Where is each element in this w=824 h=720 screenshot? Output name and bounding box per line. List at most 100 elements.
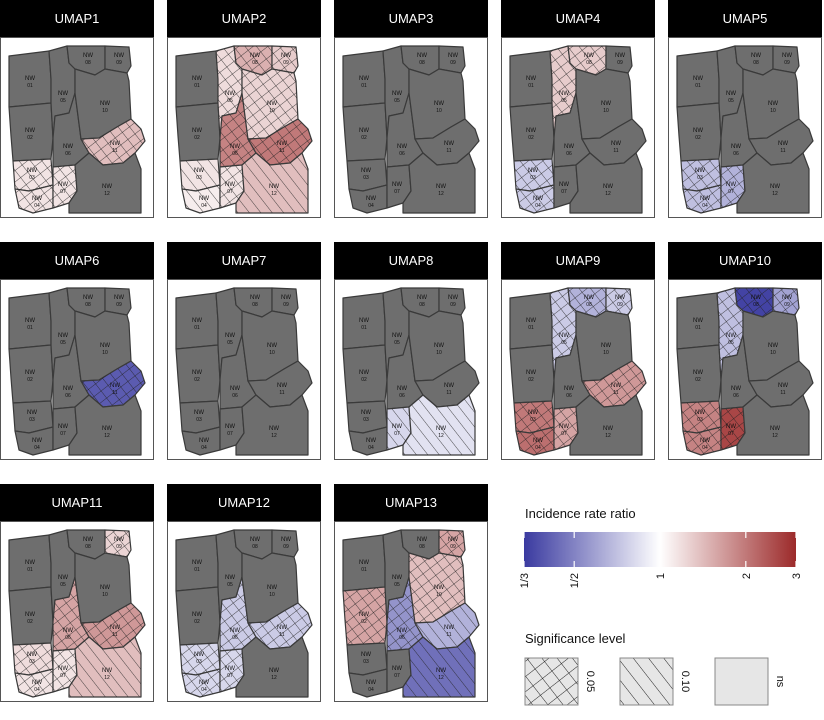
region-label: 10 [102, 350, 108, 356]
region-label: 04 [368, 203, 374, 209]
region-label: 10 [269, 108, 275, 114]
region-label: 09 [116, 302, 122, 308]
map-svg: NW01NW02NW03NW04NW05NW06NW07NW08NW09NW10… [175, 287, 313, 456]
region-label: 08 [586, 302, 592, 308]
region-label: NW [100, 101, 110, 107]
map-svg: NW01NW02NW03NW04NW05NW06NW07NW08NW09NW10… [676, 45, 814, 214]
significance-pattern [516, 427, 554, 455]
region-label: NW [83, 537, 93, 543]
region-label: NW [526, 370, 536, 376]
region-label: NW [417, 537, 427, 543]
region-label: NW [192, 560, 202, 566]
map-panel: UMAP8 NW 01 NW 02 NW 03 NW 04 NW 05 NW 06 NW 07 NW 08 NW 0… [334, 242, 488, 460]
significance-pattern [220, 93, 256, 167]
region-label: 05 [394, 98, 400, 104]
significance-pattern [550, 288, 576, 380]
significance-pattern [81, 603, 145, 649]
region-label: NW [359, 318, 369, 324]
region-label: NW [533, 438, 543, 444]
region-label: 12 [104, 191, 110, 197]
region-label: 03 [29, 417, 35, 423]
map-panel: UMAP11 NW 01 NW 02 NW 03 NW 04 NW 05 NW 06 NW 07 NW 08 NW… [0, 484, 154, 702]
region-label: 01 [528, 83, 534, 89]
region-label: NW [250, 537, 260, 543]
region-label: NW [199, 680, 209, 686]
significance-pattern [606, 288, 632, 315]
region-label: 09 [617, 60, 623, 66]
map-svg: NW01NW02NW03NW04NW05NW06NW07NW08NW09NW10… [175, 529, 313, 698]
region-label: NW [250, 295, 260, 301]
region-label: NW [444, 625, 454, 631]
region-label: 10 [269, 350, 275, 356]
region-label: NW [83, 295, 93, 301]
region-label: 01 [695, 325, 701, 331]
region-label: 12 [104, 675, 110, 681]
region-label: NW [726, 182, 736, 188]
region-label: 03 [363, 659, 369, 665]
significance-pattern [53, 165, 77, 208]
map-svg: NW01NW02NW03NW04NW05NW06NW07NW08NW09NW10… [8, 45, 146, 214]
region-label: 06 [566, 151, 572, 157]
region-label: 10 [603, 350, 609, 356]
region-label: NW [615, 53, 625, 59]
colorbar-title: Incidence rate ratio [525, 506, 636, 521]
region-label: 02 [194, 377, 200, 383]
region-label: 09 [617, 302, 623, 308]
region-label: 02 [27, 135, 33, 141]
map-svg: NW01NW02NW03NW04NW05NW06NW07NW08NW09NW10… [342, 287, 480, 456]
legend: Incidence rate ratio 1/3 1/2 1 2 3 Significa… [520, 500, 820, 715]
region-label: 05 [60, 98, 66, 104]
panel-map: NW 01 NW 02 NW 03 NW 04 NW 05 NW 06 NW 07 NW 08 NW 09 NW 10… [334, 521, 488, 702]
panel-title: UMAP9 [501, 242, 655, 279]
region-label: 05 [60, 582, 66, 588]
region-label: NW [359, 370, 369, 376]
region-nw-09 [772, 45, 800, 74]
region-label: 04 [702, 203, 708, 209]
region-nw-12 [736, 152, 810, 214]
significance-pattern [683, 185, 721, 213]
significance-pattern [180, 159, 220, 191]
region-label: NW [392, 666, 402, 672]
region-label: NW [731, 386, 741, 392]
region-label: 03 [697, 417, 703, 423]
region-label: NW [392, 91, 402, 97]
region-label: NW [25, 318, 35, 324]
panel-title: UMAP6 [0, 242, 154, 279]
map-svg: NW01NW02NW03NW04NW05NW06NW07NW08NW09NW10… [175, 45, 313, 214]
region-label: 11 [112, 148, 117, 154]
region-label: 09 [116, 60, 122, 66]
region-nw-09 [605, 45, 633, 74]
region-label: 01 [27, 83, 33, 89]
region-label: NW [361, 168, 371, 174]
region-label: 08 [586, 60, 592, 66]
region-label: NW [726, 333, 736, 339]
region-label: NW [559, 333, 569, 339]
region-label: 12 [271, 675, 277, 681]
region-label: 11 [780, 148, 785, 154]
significance-pattern [272, 46, 298, 73]
region-label: NW [559, 182, 569, 188]
map-panel: UMAP3 NW 01 NW 02 NW 03 NW 04 NW 05 NW 06 NW 07 NW 08 NW 0… [334, 0, 488, 218]
region-label: NW [444, 141, 454, 147]
significance-swatch-pattern [619, 657, 674, 706]
region-label: NW [225, 91, 235, 97]
region-label: 10 [770, 350, 776, 356]
region-label: 08 [252, 302, 258, 308]
region-label: 04 [535, 203, 541, 209]
region-label: 02 [528, 135, 534, 141]
region-nw-09 [271, 287, 299, 316]
significance-label: 0.10 [679, 671, 691, 692]
significance-pattern [248, 603, 312, 649]
region-label: NW [230, 386, 240, 392]
region-label: 09 [450, 60, 456, 66]
panel-map: NW 01 NW 02 NW 03 NW 04 NW 05 NW 06 NW 07 NW 08 NW 09 NW 10… [0, 279, 154, 460]
significance-pattern [409, 553, 465, 623]
region-label: 04 [201, 203, 207, 209]
significance-pattern [81, 119, 145, 165]
region-label: 08 [419, 60, 425, 66]
region-label: 09 [450, 544, 456, 550]
significance-pattern [582, 361, 646, 407]
region-label: NW [693, 318, 703, 324]
region-label: NW [695, 410, 705, 416]
region-label: 09 [784, 302, 790, 308]
